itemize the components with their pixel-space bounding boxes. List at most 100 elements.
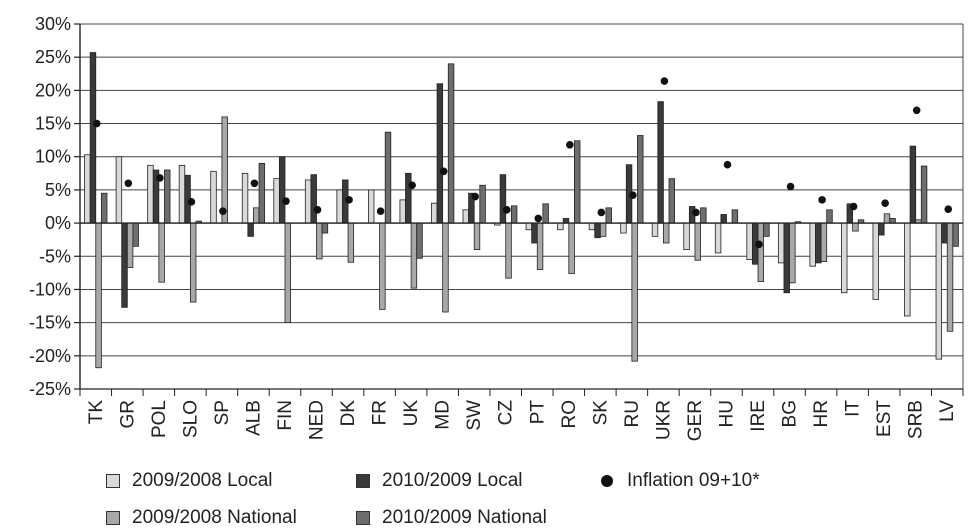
bar-dk-series-0 [336, 189, 343, 224]
x-tick-label-cz: CZ [496, 400, 517, 426]
inflation-point-srb [912, 106, 921, 115]
x-tick-label-pol: POL [149, 400, 170, 438]
y-tick-label: -5% [39, 246, 71, 266]
y-tick-label: 10% [35, 147, 71, 167]
x-tick-label-sw: SW [464, 400, 485, 431]
bar-md-series-2 [442, 222, 449, 313]
inflation-point-bg [786, 182, 795, 191]
bar-fr-series-0 [367, 189, 375, 224]
bar-pt-series-3 [542, 203, 549, 224]
bar-est-series-0 [872, 222, 879, 300]
bar-sp-series-0 [210, 170, 217, 224]
inflation-point-hr [818, 196, 826, 204]
bar-sw-series-0 [462, 209, 469, 224]
x-tick-label-fr: FR [370, 400, 391, 425]
bar-gr-series-3 [132, 222, 139, 247]
bar-hr-series-1 [815, 222, 822, 264]
bar-ru-series-3 [637, 135, 644, 224]
bar-est-series-1 [878, 222, 885, 236]
x-tick-label-est: EST [874, 400, 895, 437]
bar-fin-series-1 [278, 156, 286, 224]
bar-sw-series-3 [479, 184, 486, 224]
x-tick-label-srb: SRB [906, 400, 927, 439]
bar-lv-series-0 [935, 222, 943, 360]
bar-cz-series-2 [505, 222, 512, 279]
x-tick-label-alb: ALB [243, 400, 264, 436]
bar-sk-series-1 [594, 222, 601, 239]
bar-sk-series-2 [599, 222, 607, 237]
inflation-point-dk [345, 196, 353, 204]
inflation-point-md [439, 167, 448, 176]
bar-ukr-series-1 [657, 101, 664, 224]
bar-alb-series-1 [247, 222, 254, 237]
bar-ned-series-3 [321, 222, 329, 234]
x-tick-label-pt: PT [527, 400, 548, 425]
bar-est-series-2 [883, 213, 891, 224]
bar-gr-series-2 [126, 222, 134, 268]
bar-tk-series-1 [89, 52, 97, 224]
y-tick-label: 20% [35, 80, 71, 100]
inflation-point-fin [282, 197, 290, 205]
bar-srb-series-3 [920, 165, 928, 224]
inflation-point-tk [92, 119, 101, 128]
bar-bg-series-0 [777, 222, 785, 264]
bar-slo-series-2 [189, 222, 197, 303]
x-tick-label-fin: FIN [275, 400, 296, 431]
axes [79, 24, 964, 396]
bar-fin-series-2 [284, 222, 291, 324]
y-tick-label: 5% [45, 180, 71, 200]
x-tick-label-hr: HR [811, 400, 832, 427]
bar-hr-series-0 [809, 222, 816, 267]
bar-hr-series-2 [820, 222, 828, 262]
bar-hu-series-3 [731, 209, 739, 224]
x-tick-label-ru: RU [622, 400, 643, 427]
inflation-point-sp [219, 207, 227, 215]
inflation-point-ger [692, 208, 700, 217]
bar-ro-series-2 [568, 222, 575, 274]
x-tick-label-md: MD [433, 400, 454, 430]
bar-pol-series-3 [164, 169, 171, 224]
bar-pt-series-2 [536, 222, 544, 270]
inflation-point-est [881, 199, 889, 207]
x-tick-label-bg: BG [780, 400, 801, 427]
x-tick-label-slo: SLO [180, 400, 201, 438]
bar-ned-series-0 [304, 179, 312, 224]
x-tick-label-sp: SP [212, 400, 233, 425]
bar-sw-series-2 [473, 222, 481, 251]
y-tick-label: 25% [35, 47, 71, 67]
bar-ger-series-2 [694, 222, 701, 261]
x-tick-label-ukr: UKR [653, 400, 674, 440]
bar-pt-series-1 [531, 222, 538, 244]
bar-gr-series-0 [115, 156, 123, 224]
bar-ger-series-0 [683, 222, 690, 251]
bar-ru-series-0 [620, 222, 627, 234]
bar-hr-series-3 [826, 209, 833, 224]
inflation-point-ire [755, 240, 763, 249]
inflation-point-sk [597, 208, 606, 217]
x-tick-label-tk: TK [86, 400, 107, 425]
inflation-point-ru [629, 191, 637, 200]
x-tick-label-ire: IRE [748, 400, 769, 432]
bar-sk-series-3 [605, 207, 612, 224]
inflation-markers [92, 77, 953, 249]
inflation-point-alb [250, 179, 259, 188]
bar-ire-series-2 [757, 222, 765, 282]
x-tick-label-it: IT [843, 400, 864, 417]
bar-gr-series-1 [121, 222, 128, 308]
bar-ned-series-1 [310, 174, 317, 224]
bar-hu-series-1 [720, 214, 727, 224]
bar-ro-series-0 [557, 222, 564, 231]
x-tick-label-ro: RO [559, 400, 580, 429]
y-tick-label: 15% [35, 114, 71, 134]
y-tick-label: -10% [29, 279, 71, 299]
bar-lv-series-3 [952, 222, 959, 247]
bar-pol-series-2 [158, 222, 165, 283]
x-tick-labels: TK GR POL SLO SP ALB FIN NED DK FR UK MD SW CZ PT RO SK R… [86, 400, 958, 442]
inflation-point-cz [502, 206, 511, 214]
inflation-point-lv [944, 205, 953, 213]
bar-ire-series-0 [746, 222, 753, 260]
bar-cz-series-1 [499, 174, 507, 224]
bar-fr-series-3 [384, 131, 392, 224]
bar-bg-series-1 [783, 222, 790, 294]
y-tick-label: -15% [29, 313, 71, 333]
